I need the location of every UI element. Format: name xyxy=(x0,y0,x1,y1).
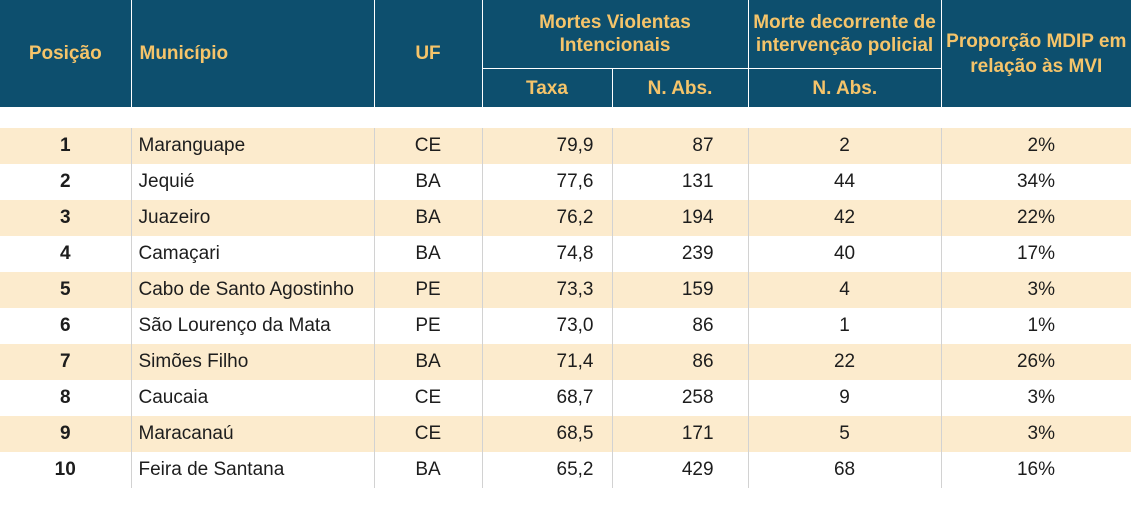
cell-n-abs-mvi: 159 xyxy=(612,272,749,308)
table-row: 7 Simões Filho BA 71,4 86 22 26% xyxy=(0,344,1131,380)
header-proporcao: Proporção MDIP em relação às MVI xyxy=(941,0,1131,107)
header-spacer xyxy=(0,107,1131,128)
cell-n-abs-mdip: 2 xyxy=(748,128,942,164)
cell-municipio: Feira de Santana xyxy=(131,452,375,488)
cell-municipio: São Lourenço da Mata xyxy=(131,308,375,344)
cell-taxa: 73,0 xyxy=(482,308,613,344)
table-row: 8 Caucaia CE 68,7 258 9 3% xyxy=(0,380,1131,416)
cell-municipio: Cabo de Santo Agostinho xyxy=(131,272,375,308)
cell-uf: BA xyxy=(374,200,483,236)
cell-n-abs-mvi: 429 xyxy=(612,452,749,488)
table-row: 5 Cabo de Santo Agostinho PE 73,3 159 4 3% xyxy=(0,272,1131,308)
cell-taxa: 77,6 xyxy=(482,164,613,200)
cell-n-abs-mdip: 44 xyxy=(748,164,942,200)
cell-proporcao: 17% xyxy=(941,236,1131,272)
table-row: 4 Camaçari BA 74,8 239 40 17% xyxy=(0,236,1131,272)
cell-taxa: 68,7 xyxy=(482,380,613,416)
header-taxa: Taxa xyxy=(482,68,613,107)
cell-taxa: 71,4 xyxy=(482,344,613,380)
cell-proporcao: 22% xyxy=(941,200,1131,236)
header-n-abs-mdip: N. Abs. xyxy=(748,68,942,107)
cell-n-abs-mdip: 22 xyxy=(748,344,942,380)
cell-n-abs-mdip: 5 xyxy=(748,416,942,452)
cell-uf: CE xyxy=(374,416,483,452)
cell-n-abs-mdip: 9 xyxy=(748,380,942,416)
cell-uf: BA xyxy=(374,452,483,488)
ranking-table: Posição Município UF Mortes Violentas In… xyxy=(0,0,1131,488)
table-row: 6 São Lourenço da Mata PE 73,0 86 1 1% xyxy=(0,308,1131,344)
cell-n-abs-mdip: 4 xyxy=(748,272,942,308)
cell-posicao: 5 xyxy=(0,272,132,308)
cell-uf: BA xyxy=(374,164,483,200)
cell-taxa: 74,8 xyxy=(482,236,613,272)
cell-proporcao: 2% xyxy=(941,128,1131,164)
cell-n-abs-mvi: 86 xyxy=(612,308,749,344)
cell-municipio: Simões Filho xyxy=(131,344,375,380)
cell-taxa: 79,9 xyxy=(482,128,613,164)
cell-proporcao: 26% xyxy=(941,344,1131,380)
cell-n-abs-mvi: 131 xyxy=(612,164,749,200)
cell-taxa: 65,2 xyxy=(482,452,613,488)
cell-taxa: 73,3 xyxy=(482,272,613,308)
cell-municipio: Camaçari xyxy=(131,236,375,272)
cell-n-abs-mvi: 86 xyxy=(612,344,749,380)
cell-uf: BA xyxy=(374,344,483,380)
cell-proporcao: 16% xyxy=(941,452,1131,488)
cell-posicao: 4 xyxy=(0,236,132,272)
cell-posicao: 8 xyxy=(0,380,132,416)
cell-municipio: Jequié xyxy=(131,164,375,200)
cell-taxa: 68,5 xyxy=(482,416,613,452)
cell-uf: CE xyxy=(374,128,483,164)
table-row: 1 Maranguape CE 79,9 87 2 2% xyxy=(0,128,1131,164)
cell-uf: CE xyxy=(374,380,483,416)
header-mdip-group: Morte decorrente de intervenção policial xyxy=(748,0,942,69)
cell-municipio: Juazeiro xyxy=(131,200,375,236)
cell-proporcao: 3% xyxy=(941,416,1131,452)
cell-posicao: 10 xyxy=(0,452,132,488)
spacer-cell xyxy=(0,107,1131,128)
cell-n-abs-mdip: 68 xyxy=(748,452,942,488)
cell-taxa: 76,2 xyxy=(482,200,613,236)
cell-posicao: 1 xyxy=(0,128,132,164)
header-mvi-group: Mortes Violentas Intencionais xyxy=(482,0,749,69)
cell-posicao: 3 xyxy=(0,200,132,236)
cell-n-abs-mvi: 239 xyxy=(612,236,749,272)
table-body: 1 Maranguape CE 79,9 87 2 2% 2 Jequié BA 77,6 131 44… xyxy=(0,107,1131,488)
header-n-abs-mvi: N. Abs. xyxy=(612,68,749,107)
table-row: 3 Juazeiro BA 76,2 194 42 22% xyxy=(0,200,1131,236)
cell-n-abs-mvi: 194 xyxy=(612,200,749,236)
cell-municipio: Maranguape xyxy=(131,128,375,164)
cell-posicao: 6 xyxy=(0,308,132,344)
header-posicao: Posição xyxy=(0,0,132,107)
cell-n-abs-mvi: 258 xyxy=(612,380,749,416)
cell-proporcao: 3% xyxy=(941,272,1131,308)
table-row: 2 Jequié BA 77,6 131 44 34% xyxy=(0,164,1131,200)
cell-n-abs-mdip: 42 xyxy=(748,200,942,236)
cell-posicao: 7 xyxy=(0,344,132,380)
cell-n-abs-mdip: 40 xyxy=(748,236,942,272)
table-row: 9 Maracanaú CE 68,5 171 5 3% xyxy=(0,416,1131,452)
cell-uf: PE xyxy=(374,308,483,344)
cell-posicao: 2 xyxy=(0,164,132,200)
cell-municipio: Maracanaú xyxy=(131,416,375,452)
cell-proporcao: 34% xyxy=(941,164,1131,200)
cell-n-abs-mdip: 1 xyxy=(748,308,942,344)
cell-uf: BA xyxy=(374,236,483,272)
table-header: Posição Município UF Mortes Violentas In… xyxy=(0,0,1131,107)
cell-proporcao: 3% xyxy=(941,380,1131,416)
cell-municipio: Caucaia xyxy=(131,380,375,416)
cell-posicao: 9 xyxy=(0,416,132,452)
header-uf: UF xyxy=(374,0,483,107)
cell-proporcao: 1% xyxy=(941,308,1131,344)
header-municipio: Município xyxy=(131,0,375,107)
table-row: 10 Feira de Santana BA 65,2 429 68 16% xyxy=(0,452,1131,488)
cell-n-abs-mvi: 171 xyxy=(612,416,749,452)
cell-uf: PE xyxy=(374,272,483,308)
cell-n-abs-mvi: 87 xyxy=(612,128,749,164)
